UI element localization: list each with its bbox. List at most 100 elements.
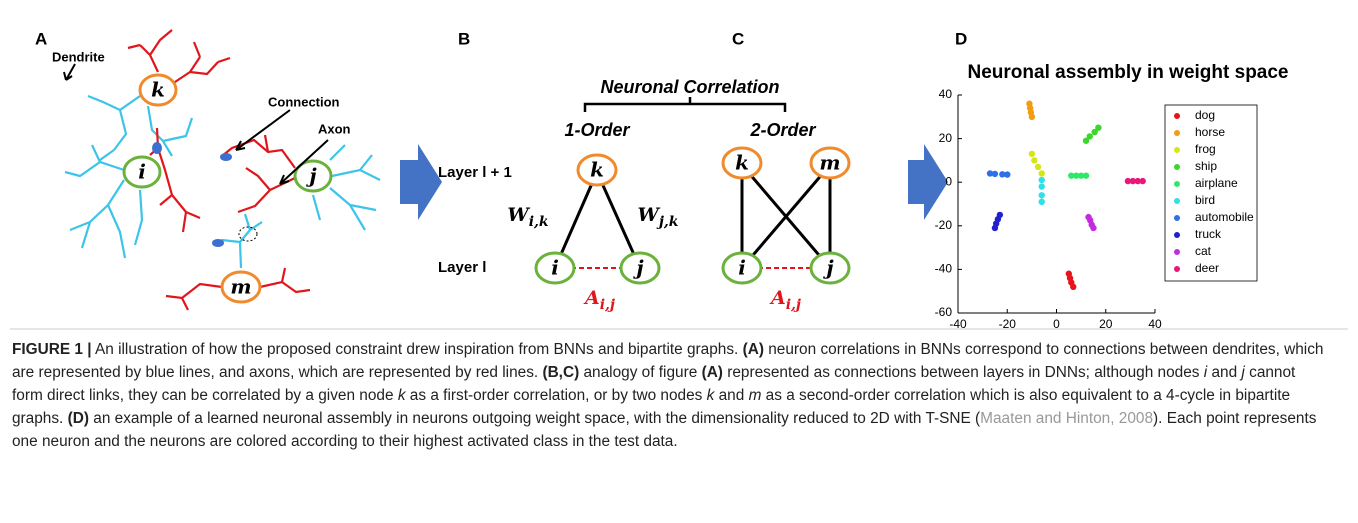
subscript: i,k [529, 214, 549, 230]
node-label: m [230, 275, 251, 299]
panel-label: D [955, 29, 967, 48]
arrow [908, 144, 948, 220]
symbol: A [769, 287, 786, 309]
y-tick-label: 40 [939, 87, 953, 101]
point [1004, 171, 1010, 177]
point [997, 212, 1003, 218]
legend-label: frog [1195, 142, 1216, 156]
y-tick-label: -40 [935, 262, 953, 276]
point [1039, 170, 1045, 176]
symbol: W [638, 204, 661, 226]
caption-ref: (A) [743, 341, 764, 358]
legend-marker [1174, 215, 1180, 221]
point [1029, 114, 1035, 120]
legend-label: automobile [1195, 210, 1254, 224]
point [1070, 284, 1076, 290]
legend-marker [1174, 198, 1180, 204]
order-label: 1-Order [564, 120, 630, 140]
caption-text: analogy of figure [579, 364, 701, 381]
legend-label: deer [1195, 261, 1219, 275]
panel-label: A [35, 29, 47, 48]
caption-label: FIGURE 1 | [12, 341, 92, 358]
point [1039, 192, 1045, 198]
legend-marker [1174, 164, 1180, 170]
annotation: Dendrite [52, 49, 105, 64]
node-label: k [590, 158, 604, 182]
subscript: i,j [786, 297, 801, 313]
symbol: W [507, 204, 530, 226]
annotation: Axon [318, 121, 351, 136]
point [1083, 172, 1089, 178]
y-tick-label: 0 [945, 174, 952, 188]
subscript: i,j [600, 297, 615, 313]
panel-label: B [458, 29, 470, 48]
node-label: i [551, 256, 559, 280]
legend-label: horse [1195, 125, 1225, 139]
x-tick-label: -40 [949, 317, 967, 330]
legend-marker [1174, 147, 1180, 153]
neuron-sketch [64, 30, 380, 310]
page: A B C D k i j m Dendrite Connection Axon… [0, 0, 1358, 523]
legend-marker [1174, 181, 1180, 187]
citation-link[interactable]: Maaten and Hinton, 2008 [980, 410, 1153, 427]
point [1139, 178, 1145, 184]
legend-label: ship [1195, 159, 1217, 173]
caption-var: k [398, 387, 406, 404]
point [1035, 164, 1041, 170]
layer-label: Layer l + 1 [438, 164, 512, 181]
caption-text: an example of a learned neuronal assembl… [89, 410, 980, 427]
caption-text: represented as connections between layer… [723, 364, 1204, 381]
x-tick-label: -20 [999, 317, 1017, 330]
weight-label: Wj,k [638, 204, 679, 230]
correlation-label: Ai,j [769, 287, 801, 313]
legend-label: truck [1195, 227, 1222, 241]
figure: A B C D k i j m Dendrite Connection Axon… [0, 0, 1358, 330]
legend-label: bird [1195, 193, 1215, 207]
y-tick-label: -20 [935, 218, 953, 232]
legend-marker [1174, 130, 1180, 136]
legend-marker [1174, 232, 1180, 238]
point [1039, 183, 1045, 189]
layer-label: Layer l [438, 259, 486, 276]
caption-ref: (D) [68, 410, 89, 427]
point [1031, 157, 1037, 163]
node-label: k [735, 151, 749, 175]
chart-title: Neuronal assembly in weight space [968, 62, 1289, 83]
caption-text: and [1207, 364, 1241, 381]
caption: FIGURE 1 | An illustration of how the pr… [12, 338, 1330, 453]
caption-text: An illustration of how the proposed cons… [92, 341, 743, 358]
x-tick-label: 20 [1099, 317, 1113, 330]
node-label: m [819, 151, 840, 175]
order-label: 2-Order [749, 120, 816, 140]
caption-ref: (A) [702, 364, 723, 381]
node-label: i [738, 256, 746, 280]
arrow [400, 144, 442, 220]
legend-marker [1174, 266, 1180, 272]
legend-label: cat [1195, 244, 1212, 258]
point [1087, 133, 1093, 139]
point [992, 171, 998, 177]
node-label: i [138, 160, 146, 184]
x-tick-label: 40 [1148, 317, 1162, 330]
point [1090, 225, 1096, 231]
symbol: A [583, 287, 600, 309]
correlation-label: Ai,j [583, 287, 615, 313]
caption-text: as a first-order correlation, or by two … [406, 387, 707, 404]
caption-ref: (B,C) [542, 364, 579, 381]
caption-text: and [714, 387, 748, 404]
legend-marker [1174, 113, 1180, 119]
point [1095, 125, 1101, 131]
point [1039, 199, 1045, 205]
diagram-title: Neuronal Correlation [600, 77, 779, 97]
legend-label: dog [1195, 108, 1215, 122]
legend-marker [1174, 249, 1180, 255]
annotation: Connection [268, 94, 340, 109]
node-label: k [151, 78, 165, 102]
subscript: j,k [656, 214, 679, 230]
panel-label: C [732, 29, 744, 48]
caption-var: m [749, 387, 762, 404]
y-tick-label: 20 [939, 131, 953, 145]
point [1039, 177, 1045, 183]
weight-label: Wi,k [507, 204, 549, 230]
